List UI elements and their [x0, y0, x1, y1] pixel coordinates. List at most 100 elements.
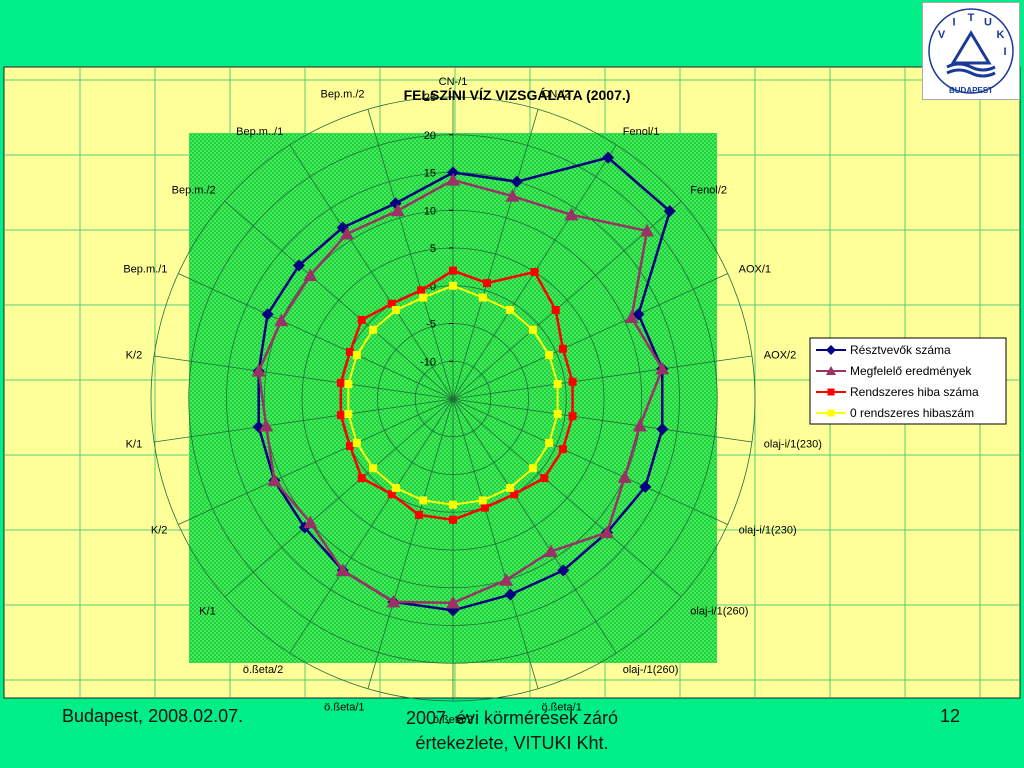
series-marker — [335, 563, 350, 577]
radar-series-2 — [251, 173, 670, 609]
footer-event-title: 2007. évi körmérések záró értekezlete, V… — [372, 706, 652, 756]
series-marker — [528, 325, 537, 334]
series-marker — [639, 480, 652, 493]
radar-tick-label: -10 — [420, 356, 436, 368]
series-marker — [568, 412, 577, 421]
series-marker — [564, 207, 579, 221]
radar-spoke — [367, 109, 454, 400]
series-marker — [504, 588, 517, 601]
radar-spoke — [178, 398, 454, 525]
series-marker — [251, 364, 266, 377]
series-marker — [345, 347, 354, 356]
legend-entry-label: Résztvevők száma — [850, 343, 951, 357]
radar-spoke — [452, 398, 539, 689]
series-marker — [386, 594, 401, 608]
series-marker — [510, 175, 523, 188]
radar-category-label: AOX/2 — [764, 349, 796, 361]
legend-entry-label: 0 rendszeres hibaszám — [850, 406, 974, 420]
radar-spoke — [452, 398, 617, 654]
radar-spoke — [452, 273, 728, 400]
radar-spoke — [178, 273, 454, 400]
radar-category-label: K/2 — [151, 524, 168, 536]
series-marker — [602, 151, 615, 164]
legend-box — [809, 337, 1007, 425]
logo-letter: V — [938, 29, 946, 41]
series-marker — [336, 411, 345, 420]
series-marker — [446, 595, 460, 609]
radar-tick-label: 25 — [424, 92, 436, 104]
series-marker — [449, 515, 457, 524]
series-marker — [543, 544, 558, 558]
series-marker — [336, 378, 345, 387]
radar-tick-label: 20 — [424, 130, 436, 142]
series-marker — [391, 483, 400, 492]
series-marker — [390, 203, 405, 217]
series-marker — [261, 308, 274, 321]
radar-category-label: CN-/2 — [541, 89, 570, 101]
series-marker — [553, 410, 562, 419]
series-marker — [478, 496, 487, 505]
legend-entry-label: Megfelelő eredmények — [850, 364, 972, 378]
radar-category-label: AOX/1 — [739, 264, 771, 276]
vituki-logo: V I T U K I BUDAPEST — [922, 2, 1020, 100]
radar-spoke — [452, 109, 539, 400]
radar-grid — [150, 96, 756, 702]
series-marker — [506, 306, 515, 315]
chart-legend: Résztvevők száma Megfelelő eredmények Rend… — [809, 337, 1007, 425]
radar-category-label: CN-/1 — [439, 76, 468, 88]
series-marker — [357, 315, 366, 324]
radar-category-label: ö.ßeta/1 — [324, 701, 364, 713]
series-marker — [414, 510, 423, 519]
series-marker — [558, 445, 567, 454]
series-marker — [447, 166, 459, 179]
radar-category-label: Fenol/2 — [690, 184, 727, 196]
series-marker — [655, 361, 670, 375]
radar-category-label: olaj-i/1(230) — [739, 524, 797, 536]
series-marker — [826, 345, 836, 355]
radar-spoke — [289, 144, 454, 400]
series-marker — [506, 483, 515, 492]
logo-bottom-text: BUDAPEST — [949, 86, 993, 95]
radar-category-label: K/1 — [199, 606, 216, 618]
radar-spoke — [289, 398, 454, 654]
series-marker — [656, 423, 669, 436]
radar-category-label: ö.ßeta/2 — [243, 664, 283, 676]
logo-letter: I — [952, 17, 955, 29]
footer-event-line-1: 2007. évi körmérések záró — [405, 708, 619, 728]
series-marker — [545, 438, 554, 447]
series-marker — [551, 306, 560, 315]
series-marker — [483, 279, 492, 288]
series-marker — [827, 388, 835, 396]
series-marker — [344, 379, 353, 388]
radar-category-label: Bep.m../1 — [236, 126, 283, 138]
series-marker — [449, 281, 457, 290]
series-marker — [499, 573, 514, 586]
radar-spoke — [224, 200, 454, 400]
series-marker — [449, 500, 457, 509]
radar-category-label: K/2 — [126, 349, 143, 361]
series-marker — [510, 490, 519, 499]
series-marker — [632, 308, 645, 321]
radar-spoke — [154, 355, 454, 400]
footer-event-line-2: értekezlete, VITUKI Kht. — [415, 733, 609, 753]
chart-title: FELSZÍNI VÍZ VIZSGÁLATA (2007.) — [404, 87, 631, 103]
radar-spoke — [224, 398, 454, 598]
radar-tick-label: 0 — [430, 281, 436, 293]
series-marker — [387, 490, 396, 499]
radar-category-label: olaj-i/1(260) — [690, 606, 748, 618]
radar-tick-label: -5 — [426, 319, 436, 331]
series-marker — [530, 267, 539, 276]
radar-spoke — [154, 398, 454, 443]
radar-spoke — [452, 398, 752, 443]
series-marker — [826, 366, 836, 375]
radar-spoke — [367, 398, 454, 689]
series-marker — [624, 310, 639, 324]
series-marker — [480, 503, 489, 512]
series-marker — [303, 268, 318, 281]
series-marker — [558, 344, 567, 353]
page-number: 12 — [940, 706, 961, 726]
series-marker — [663, 205, 676, 218]
series-marker — [419, 293, 428, 302]
legend-entry-label: Rendszeres hiba száma — [850, 385, 979, 399]
